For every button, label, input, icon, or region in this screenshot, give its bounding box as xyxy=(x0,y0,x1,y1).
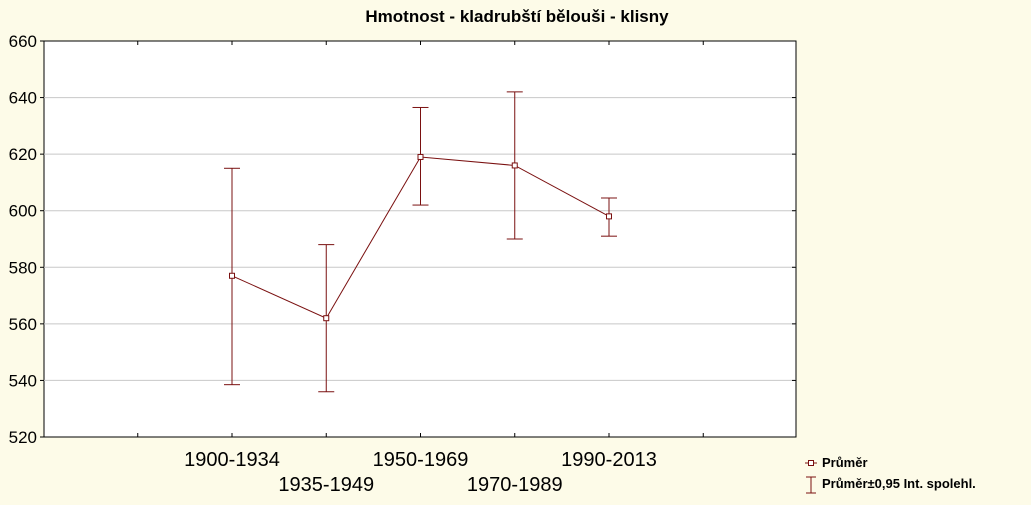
y-axis-ticks: 520 540 560 580 600 620 640 660 xyxy=(9,32,796,447)
x-tick-label: 1950-1969 xyxy=(373,449,469,471)
y-tick-label: 620 xyxy=(9,145,37,164)
y-tick-label: 540 xyxy=(9,371,37,390)
x-tick-label: 1935-1949 xyxy=(278,474,374,496)
chart-title: Hmotnost - kladrubští bělouši - klisny xyxy=(365,7,669,26)
data-point xyxy=(417,153,424,160)
x-tick-label: 1900-1934 xyxy=(184,449,280,471)
x-axis-ticks: 1900-1934 1935-1949 1950-1969 1970-1989 1990… xyxy=(137,41,704,496)
data-point xyxy=(323,315,330,322)
y-tick-label: 660 xyxy=(9,32,37,51)
x-tick-label: 1970-1989 xyxy=(467,474,563,496)
y-tick-label: 640 xyxy=(9,89,37,108)
series-mean xyxy=(224,91,617,393)
y-tick-label: 580 xyxy=(9,258,37,277)
data-point xyxy=(511,162,518,169)
legend: Průměr Průměr±0,95 Int. spolehl. xyxy=(805,455,976,494)
legend-mean-label: Průměr xyxy=(822,455,868,470)
legend-errorbar-label: Průměr±0,95 Int. spolehl. xyxy=(822,476,976,491)
y-tick-label: 600 xyxy=(9,202,37,221)
y-tick-label: 520 xyxy=(9,428,37,447)
plot-area xyxy=(43,40,797,438)
data-point xyxy=(229,272,235,279)
x-tick-label: 1990-2013 xyxy=(561,449,657,471)
legend-mean-marker xyxy=(808,460,814,466)
data-point xyxy=(606,213,612,220)
y-tick-label: 560 xyxy=(9,315,37,334)
